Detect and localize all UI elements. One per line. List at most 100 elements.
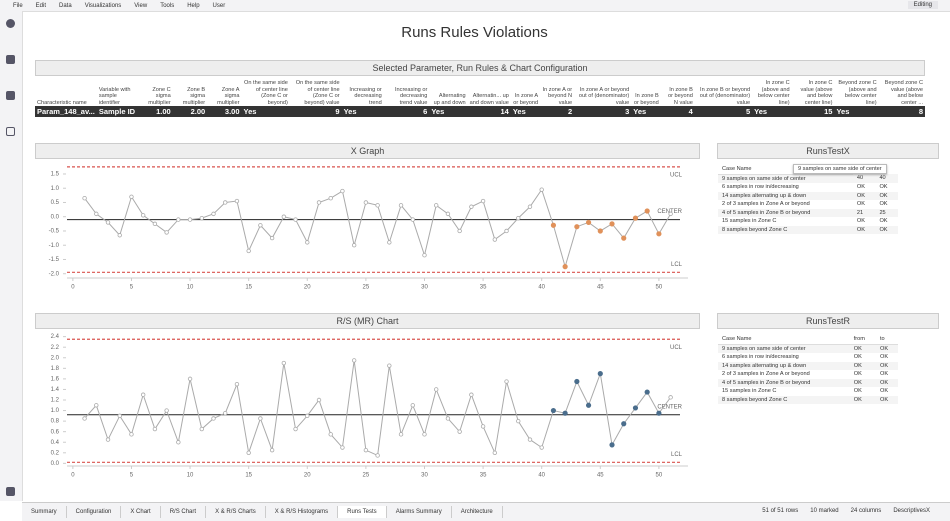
tab[interactable]: X & R/S Charts: [206, 506, 266, 518]
cell: 4: [660, 106, 695, 117]
x-tick-label: 30: [421, 285, 428, 291]
cell: OK: [879, 201, 888, 207]
column-header: In zone C (above and below center line): [757, 80, 790, 106]
menu-item[interactable]: User: [212, 2, 226, 9]
cell: 15 samples in Zone C: [722, 218, 777, 224]
x-tick-label: 50: [656, 285, 663, 291]
point: [223, 410, 228, 416]
point: [480, 424, 486, 429]
x-tick-label: 45: [597, 473, 604, 479]
point: [410, 403, 415, 408]
status-bar: 51 of 51 rows 10 marked 24 columns Descript…: [762, 502, 930, 520]
cell: 25: [875, 208, 898, 217]
icon[interactable]: [6, 19, 15, 28]
point: [293, 426, 298, 432]
row: 9 samples on same side of center 40 40: [718, 174, 898, 183]
row: 4 of 5 samples in Zone B or beyond OK OK: [718, 378, 898, 387]
menu-item[interactable]: Edit: [35, 2, 47, 9]
tab[interactable]: Runs Tests: [338, 506, 387, 518]
x-tick-label: 25: [363, 285, 370, 291]
column-header: Zone B sigma multiplier: [182, 86, 206, 106]
row: 6 samples in row in/decreasing OK OK: [718, 183, 898, 192]
cell: Yes: [341, 106, 384, 117]
point: [293, 217, 298, 222]
cell: 21: [852, 208, 876, 217]
tab[interactable]: X & R/S Histograms: [266, 506, 339, 518]
point: [504, 379, 509, 384]
cell: OK: [875, 191, 898, 200]
column-header: Zone A sigma multiplier: [217, 86, 240, 106]
cell: OK: [856, 218, 865, 224]
point: [644, 389, 650, 395]
point: [351, 358, 357, 363]
x-tick-label: 45: [597, 285, 604, 291]
menu-item[interactable]: Data: [59, 2, 72, 9]
menu-item[interactable]: View: [134, 2, 148, 9]
row: 9 samples on same side of center OK OK: [718, 344, 898, 353]
menu-item[interactable]: Help: [187, 2, 200, 9]
cell: 4 of 5 samples in Zone B or beyond: [718, 378, 850, 387]
column-header: Zone C sigma multiplier: [148, 86, 171, 106]
icon[interactable]: [6, 91, 15, 100]
menu-item[interactable]: Visualizations: [84, 2, 122, 9]
point: [609, 442, 615, 448]
cell: Yes: [510, 106, 541, 117]
row: 2 of 3 samples in Zone A or beyond OK OK: [718, 200, 898, 209]
point: [574, 378, 580, 385]
point: [234, 381, 240, 387]
cell: OK: [879, 371, 889, 377]
column-header: from: [849, 335, 876, 345]
y-tick-label: 1.8: [51, 366, 60, 372]
cell: OK: [849, 395, 876, 404]
panel-header: RunsTestX: [717, 143, 939, 159]
column-header: Case Name: [718, 335, 850, 345]
point: [211, 211, 216, 217]
cell: 14 samples alternating up & down: [718, 191, 853, 200]
column-header: In zone A or beyond N value: [542, 86, 573, 106]
point: [328, 432, 333, 437]
reference-label: UCL: [670, 172, 683, 178]
icon[interactable]: [6, 487, 15, 496]
point: [105, 220, 111, 225]
point: [469, 204, 474, 209]
cell: OK: [875, 395, 898, 404]
tab[interactable]: X Chart: [121, 506, 161, 518]
cell: OK: [875, 225, 898, 234]
cell: OK: [856, 201, 865, 207]
icon[interactable]: [6, 127, 15, 136]
row: 2 of 3 samples in Zone A or beyond OK OK: [718, 370, 898, 379]
icon[interactable]: [6, 55, 15, 64]
tooltip: 9 samples on same side of center: [793, 164, 887, 174]
cell: 3.00: [207, 106, 242, 117]
tab[interactable]: R/S Chart: [161, 506, 207, 518]
point: [621, 421, 627, 427]
tab[interactable]: Configuration: [67, 506, 122, 518]
tab-bar: Summary Configuration X Chart R/S Chart X & …: [22, 502, 950, 521]
column-header: Beyond zone C (above and below center li…: [838, 80, 877, 106]
sidebar: [0, 11, 23, 501]
point: [445, 211, 451, 217]
tab[interactable]: Summary: [22, 506, 67, 518]
menu-item[interactable]: Tools: [160, 2, 175, 9]
column-header: In zone A or beyond out of (denominator)…: [578, 86, 630, 106]
y-tick-label: -2.0: [49, 271, 60, 277]
column-header: Characteristic name: [37, 99, 87, 106]
point: [117, 413, 122, 419]
point: [316, 200, 322, 205]
cell: 1.00: [138, 106, 173, 117]
point: [539, 445, 544, 450]
point: [516, 418, 521, 424]
point: [609, 221, 615, 227]
mode[interactable]: Editing: [907, 1, 938, 9]
x-tick-label: 0: [71, 473, 75, 479]
tab[interactable]: Architecture: [452, 506, 503, 518]
x-tick-label: 15: [245, 285, 252, 291]
column-header: In zone C value (above and below center …: [800, 80, 833, 106]
x-tick-label: 25: [363, 473, 370, 479]
tab[interactable]: Alarms Summary: [387, 506, 452, 518]
cell: Param_148_av...: [35, 106, 97, 117]
y-tick-label: 0.6: [51, 429, 60, 435]
cell: Yes: [752, 106, 792, 117]
header-row: Case Name: [718, 165, 898, 175]
menu-item[interactable]: File: [13, 2, 23, 9]
